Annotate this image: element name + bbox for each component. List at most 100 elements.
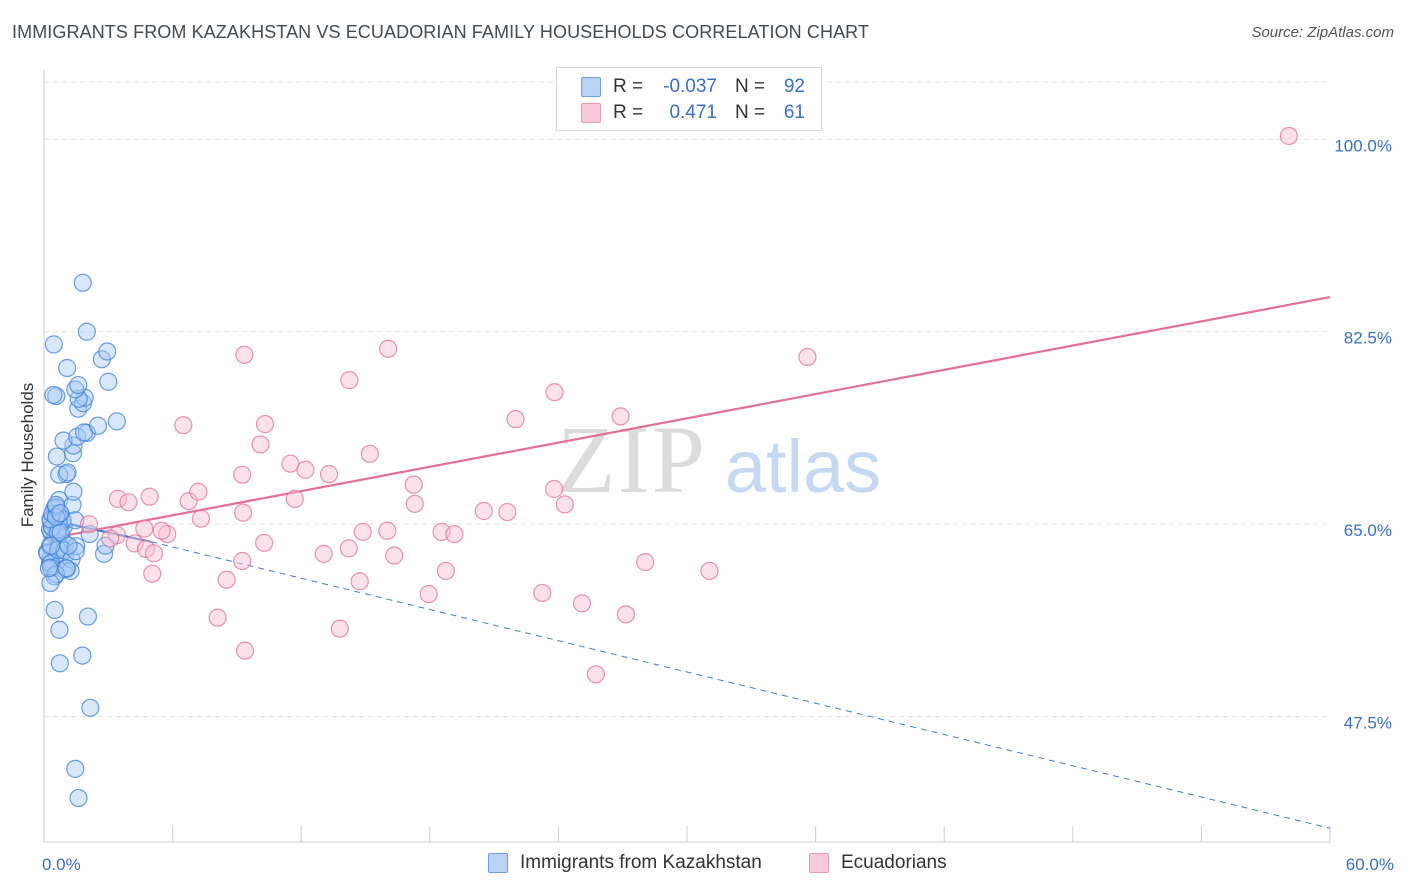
data-point [73,646,92,665]
series-kazakhstan [37,273,126,808]
data-point [152,521,171,540]
series-legend: Immigrants from Kazakhstan Ecuadorians [0,852,1406,876]
data-point [69,389,88,408]
data-point [353,522,372,541]
watermark-zip: ZIP [557,406,707,513]
data-point [51,504,70,523]
swatch-blue [581,77,601,97]
data-point [47,447,66,466]
data-point [58,463,77,482]
data-point [80,524,99,544]
swatch-pink [581,103,601,123]
data-point [636,553,655,572]
chart-title: IMMIGRANTS FROM KAZAKHSTAN VS ECUADORIAN… [12,22,870,42]
data-point [64,482,83,501]
r-value: -0.037 [663,76,717,97]
data-point [233,551,252,571]
n-value: 61 [783,102,805,123]
y-tick-label: 82.5% [1344,329,1392,348]
data-point [66,511,85,530]
data-point [66,759,85,778]
data-point [50,654,69,673]
data-point [66,542,85,561]
swatch-pink [809,853,829,873]
data-point [69,788,88,808]
data-point [46,495,66,515]
data-point [78,607,98,626]
data-point [572,594,592,613]
legend-label: Immigrants from Kazakhstan [520,852,762,873]
data-point [189,482,208,501]
data-point [555,495,574,514]
x-tick-label-max: 60.0% [1346,855,1394,874]
data-point [44,385,63,405]
data-point [57,559,76,578]
data-point [251,435,270,454]
data-point [99,372,118,391]
data-point [41,573,60,593]
data-point [64,436,83,455]
y-tick-label: 47.5% [1344,714,1392,733]
tick-labels: 47.5% 65.0% 82.5% 100.0% 0.0% 60.0% [42,136,1394,874]
data-point [1279,126,1298,146]
data-point [101,529,120,548]
n-value: 92 [783,76,805,97]
data-point [191,509,210,528]
data-point [611,407,630,426]
data-point [350,572,369,591]
data-point [385,546,404,565]
data-point [340,371,359,390]
data-point [108,489,128,508]
n-label: N = [735,76,766,97]
data-point [54,431,73,450]
data-point [58,358,77,378]
data-point [39,559,59,578]
data-point [378,521,397,540]
data-point [46,565,66,584]
data-point [140,487,159,506]
data-point [41,536,61,555]
source-label: Source: ZipAtlas.com [1251,24,1394,41]
data-point [533,583,552,603]
data-point [339,539,358,558]
data-point [67,537,86,556]
data-point [88,416,108,435]
x-tick-label-min: 0.0% [42,855,81,874]
data-point [405,494,424,513]
legend-item-kazakhstan[interactable]: Immigrants from Kazakhstan [488,852,762,874]
data-point [419,584,438,604]
watermark: ZIP atlas [557,406,881,513]
data-point [235,345,254,364]
data-points [37,126,1298,808]
data-point [616,605,636,624]
axes [43,70,1331,843]
legend-item-ecuadorians[interactable]: Ecuadorians [809,852,947,874]
stats-row-ecuadorians: R = 0.471 N = 61 [581,101,805,125]
r-label: R = [613,102,644,123]
data-point [98,342,117,361]
data-point [59,536,78,555]
data-point [436,561,455,581]
swatch-blue [488,853,508,873]
data-point [319,465,339,484]
data-point [360,444,379,463]
stats-row-kazakhstan: R = -0.037 N = 92 [581,75,805,99]
y-axis-label: Family Households [18,382,37,528]
data-point [798,347,817,367]
data-point [404,475,423,494]
data-point [235,641,255,660]
data-point [233,465,252,484]
data-point [474,501,493,521]
data-point [255,415,275,434]
data-point [234,503,253,522]
data-point [77,322,96,341]
r-value: 0.471 [669,102,717,123]
data-point [135,519,154,538]
data-point [125,534,144,553]
data-point [545,383,564,402]
n-label: N = [735,102,766,123]
y-tick-label: 100.0% [1334,136,1392,155]
data-point [79,515,99,534]
legend-label: Ecuadorians [841,852,947,873]
